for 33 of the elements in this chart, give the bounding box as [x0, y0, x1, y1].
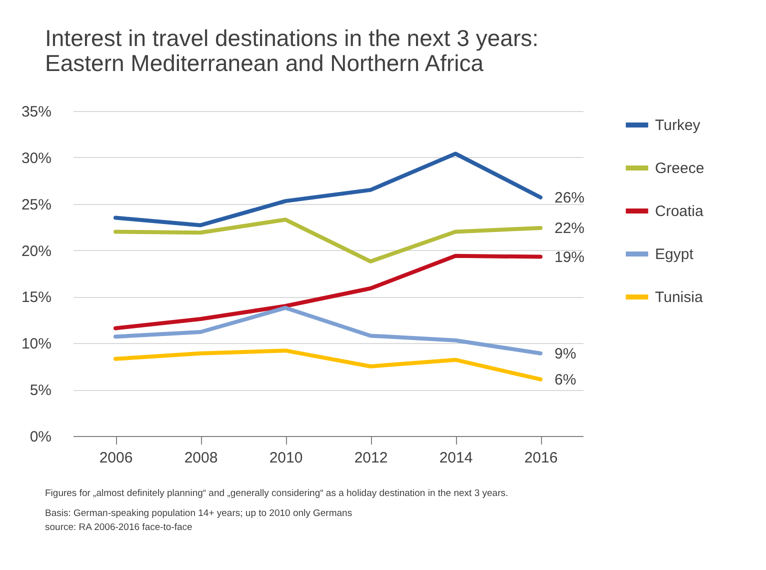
y-tick-label: 30% — [21, 150, 52, 167]
chart-title: Interest in travel destinations in the next 3 years: Eastern Mediterranean and Northern Africa — [45, 25, 538, 76]
y-tick-label: 15% — [21, 289, 52, 306]
x-tick-label: 2014 — [439, 450, 473, 466]
line-series — [114, 152, 542, 228]
data-label: 19% — [554, 248, 585, 266]
x-tick-label: 2008 — [184, 450, 218, 466]
legend-label: Greece — [655, 160, 704, 177]
legend-label: Croatia — [655, 203, 704, 220]
y-tick-label: 35% — [21, 104, 52, 120]
data-label: 22% — [554, 220, 585, 237]
data-label: 6% — [554, 371, 576, 388]
legend-label: Turkey — [655, 117, 701, 134]
x-tick-label: 2012 — [354, 450, 388, 466]
data-label: 9% — [554, 345, 576, 362]
y-tick-label: 25% — [21, 196, 52, 214]
y-tick-label: 0% — [30, 428, 52, 446]
y-tick-label: 20% — [21, 242, 52, 260]
x-tick-label: 2016 — [524, 450, 558, 466]
legend-label: Egypt — [655, 246, 694, 263]
line-series — [114, 348, 542, 382]
source-note: source: RA 2006-2016 face-to-face — [45, 522, 192, 533]
x-tick-label: 2006 — [99, 450, 133, 466]
legend-label: Tunisia — [655, 289, 704, 306]
line-series — [114, 254, 542, 330]
data-label: 26% — [554, 189, 585, 206]
text: Basis: German-speaking population 14+ years; up to 2010 only Germans — [45, 508, 352, 519]
text: Figures for „almost definitely planning“ and „generally considering“ as a holiday destination in the next 3 years. — [45, 488, 508, 499]
line-series — [114, 218, 542, 264]
x-tick-label: 2010 — [269, 450, 303, 466]
y-tick-label: 5% — [30, 382, 52, 400]
line-series — [114, 306, 542, 356]
y-tick-label: 10% — [21, 336, 52, 353]
